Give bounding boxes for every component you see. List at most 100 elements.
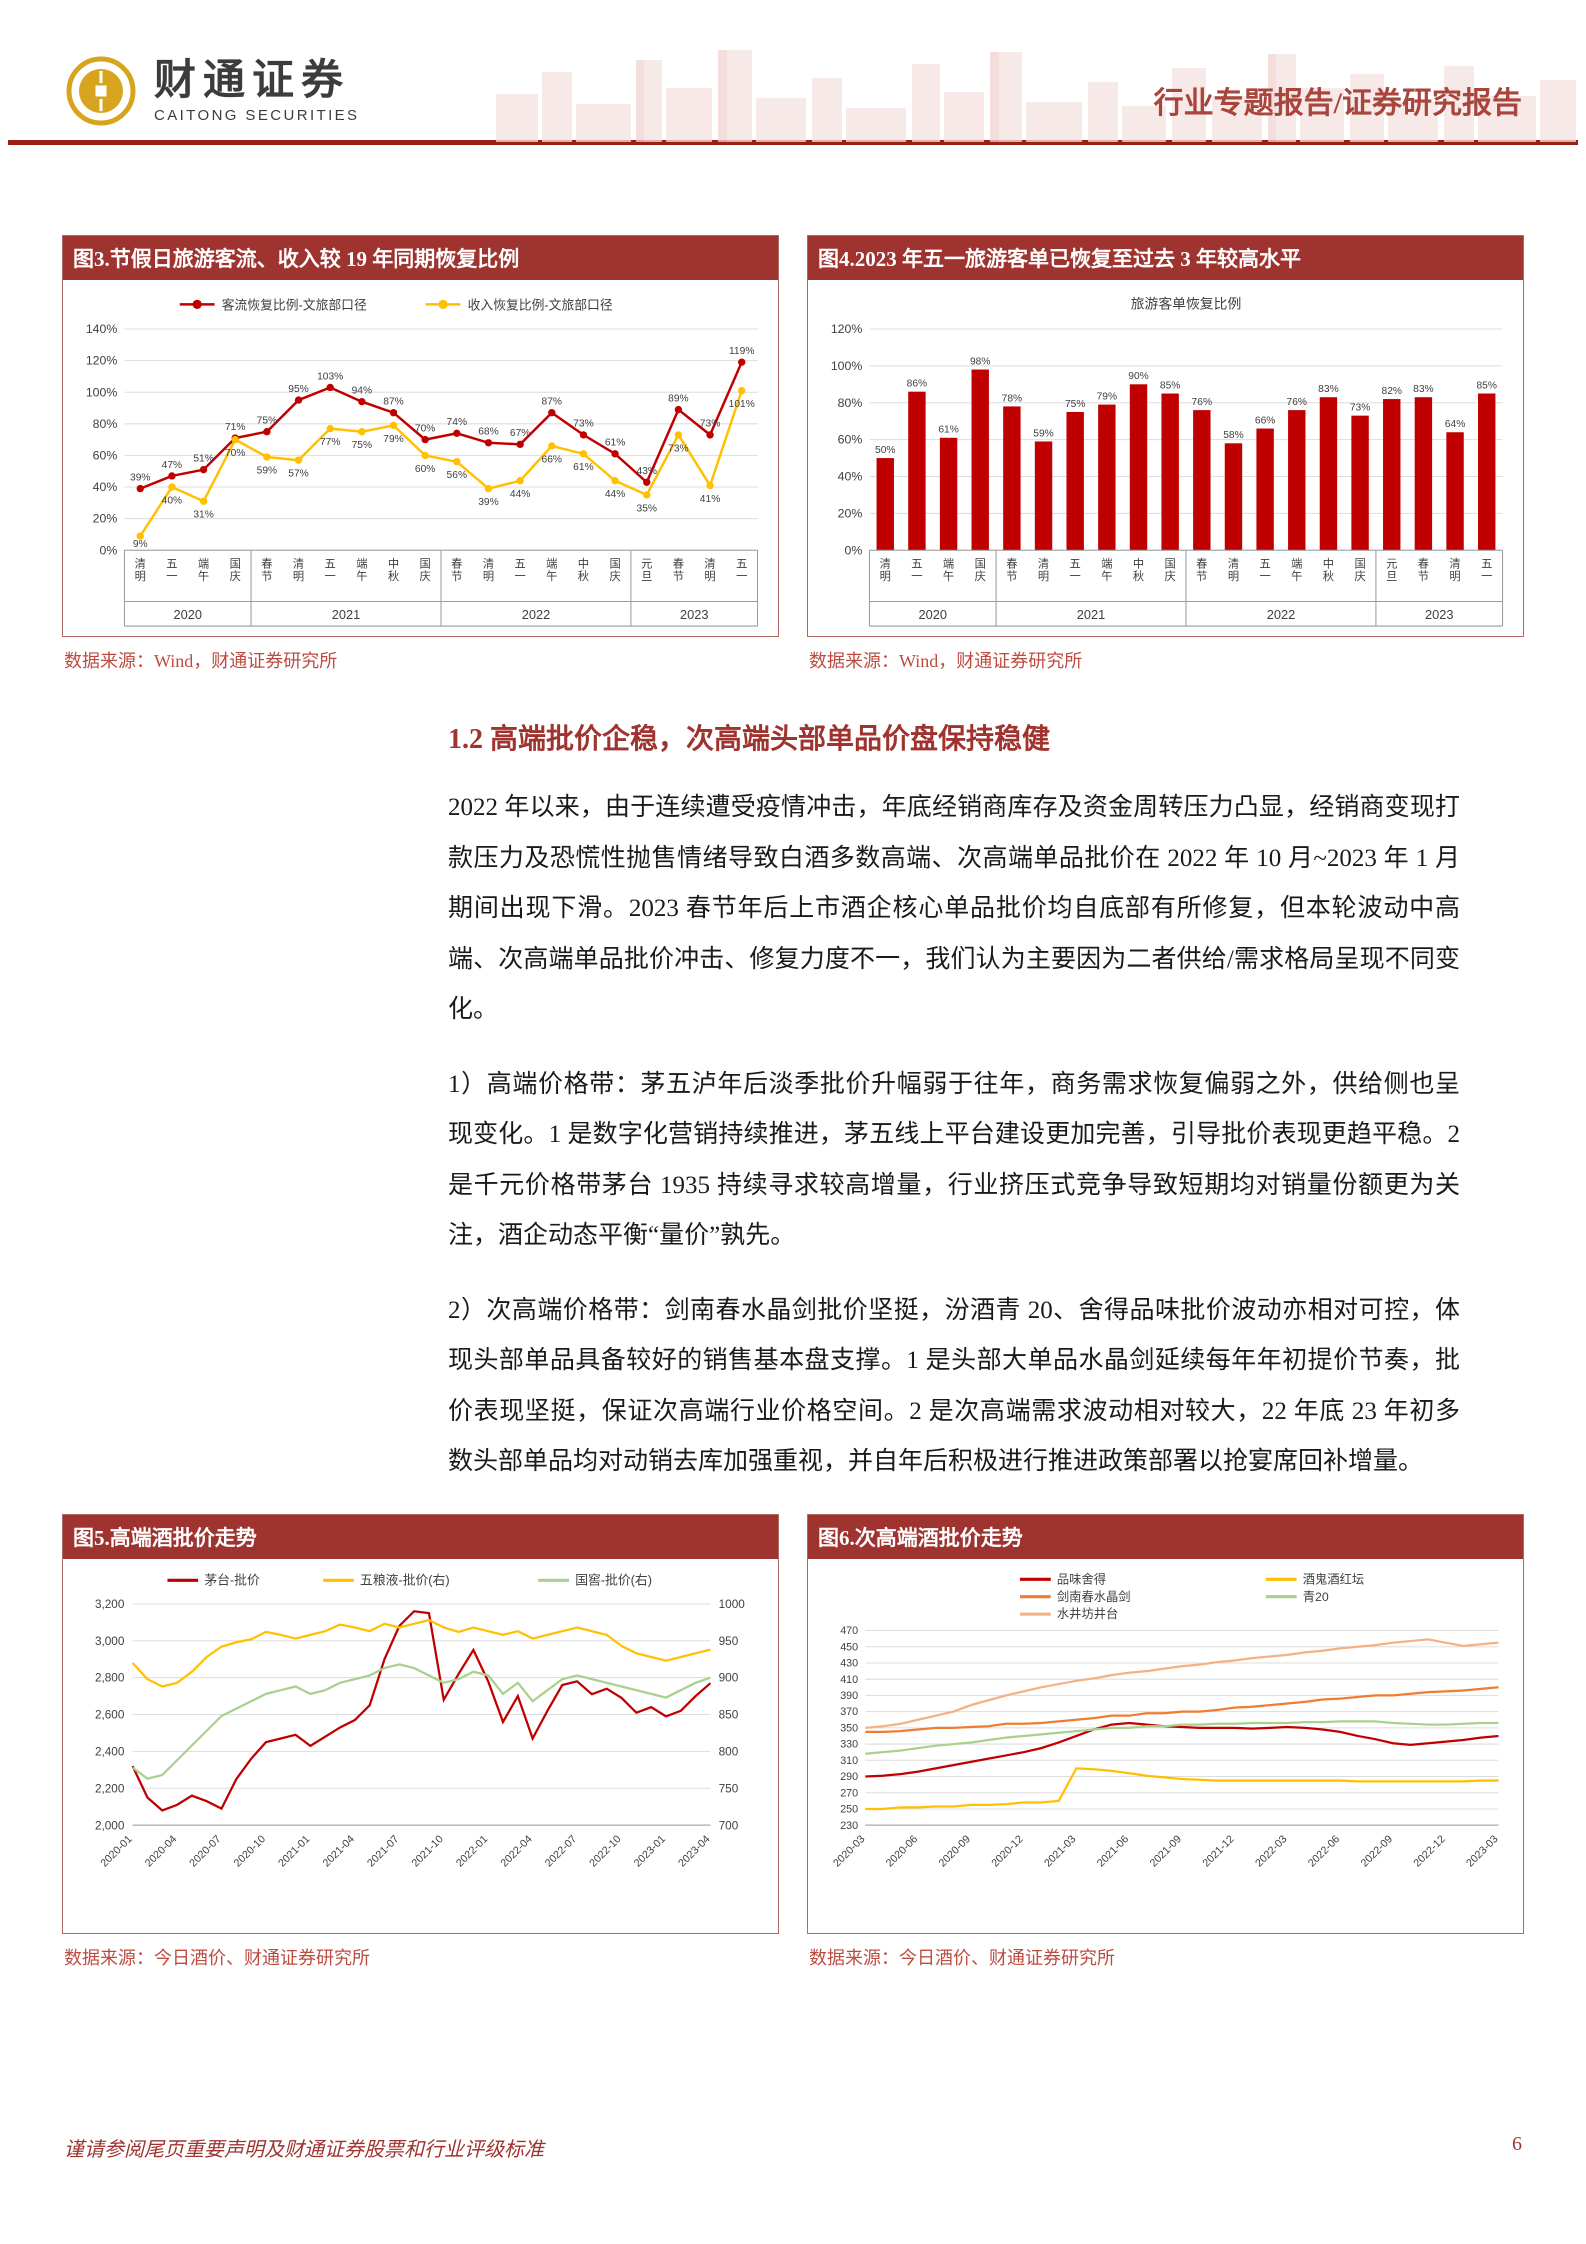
svg-text:79%: 79% (383, 434, 403, 445)
svg-text:73%: 73% (668, 443, 688, 454)
svg-text:83%: 83% (1318, 384, 1338, 395)
figure-4-source: 数据来源：Wind，财通证券研究所 (809, 651, 1083, 672)
svg-text:国庆: 国庆 (420, 558, 431, 583)
svg-text:98%: 98% (970, 356, 990, 367)
svg-text:44%: 44% (510, 489, 530, 500)
svg-text:国庆: 国庆 (1165, 558, 1176, 583)
svg-text:290: 290 (840, 1771, 858, 1783)
svg-text:2020-04: 2020-04 (143, 1833, 179, 1869)
svg-text:800: 800 (719, 1745, 739, 1758)
svg-text:68%: 68% (478, 427, 498, 438)
svg-text:五一: 五一 (514, 559, 525, 583)
svg-text:9%: 9% (133, 539, 148, 550)
svg-text:茅台-批价: 茅台-批价 (204, 1572, 260, 1587)
svg-text:60%: 60% (838, 433, 863, 447)
svg-text:2022-09: 2022-09 (1359, 1833, 1395, 1869)
svg-text:2022: 2022 (1267, 607, 1295, 622)
svg-text:端午: 端午 (356, 558, 367, 583)
svg-text:120%: 120% (831, 322, 862, 336)
svg-text:2022-04: 2022-04 (498, 1833, 534, 1869)
svg-text:清明: 清明 (1228, 558, 1239, 583)
figure-6-title: 图6.次高端酒批价走势 (808, 1514, 1523, 1559)
svg-text:41%: 41% (700, 494, 720, 505)
section-heading: 1.2 高端批价企稳，次高端头部单品价盘保持稳健 (448, 724, 1051, 756)
svg-text:370: 370 (840, 1706, 858, 1718)
brand-name-en: CAITONG SECURITIES (154, 107, 360, 125)
svg-text:国庆: 国庆 (609, 558, 620, 583)
svg-text:900: 900 (719, 1672, 739, 1685)
svg-text:950: 950 (719, 1635, 739, 1648)
svg-text:83%: 83% (1413, 384, 1433, 395)
svg-text:57%: 57% (288, 469, 308, 480)
figure-3-source: 数据来源：Wind，财通证券研究所 (64, 651, 338, 672)
svg-text:2021-03: 2021-03 (1042, 1833, 1078, 1869)
svg-text:清明: 清明 (1449, 558, 1460, 583)
svg-text:端午: 端午 (546, 558, 557, 583)
figure-6-box: 图6.次高端酒批价走势 230 250 270 290 310 330 350 370 390 4… (807, 1513, 1524, 1935)
svg-text:66%: 66% (542, 454, 562, 465)
svg-text:3,200: 3,200 (95, 1598, 125, 1611)
body-paragraph-3: 2）次高端价格带：剑南春水晶剑批价坚挺，汾酒青 20、舍得品味批价波动亦相对可控… (448, 1296, 1460, 1476)
svg-text:2021-07: 2021-07 (365, 1833, 401, 1869)
svg-text:旅游客单恢复比例: 旅游客单恢复比例 (1131, 295, 1242, 311)
svg-text:五一: 五一 (1481, 559, 1492, 583)
figure-6: 图6.次高端酒批价走势 230 250 270 290 310 330 350 370 390 4… (807, 1513, 1524, 1971)
svg-text:2,400: 2,400 (95, 1745, 125, 1758)
svg-text:410: 410 (840, 1674, 858, 1686)
svg-text:中秋: 中秋 (1323, 558, 1334, 583)
svg-text:2020-01: 2020-01 (98, 1833, 134, 1869)
figure-4: 图4.2023 年五一旅游客单已恢复至过去 3 年较高水平 0% 20% 40% 60… (807, 235, 1524, 673)
svg-text:140%: 140% (86, 322, 117, 336)
svg-text:310: 310 (840, 1755, 858, 1767)
svg-text:66%: 66% (1255, 415, 1275, 426)
svg-text:春节: 春节 (1006, 558, 1017, 583)
svg-text:清明: 清明 (483, 558, 494, 583)
svg-text:67%: 67% (510, 428, 530, 439)
svg-text:59%: 59% (257, 465, 277, 476)
body-paragraph-1: 2022 年以来，由于连续遭受疫情冲击，年底经销商库存及资金周转压力凸显，经销商… (448, 794, 1460, 1024)
svg-text:清明: 清明 (293, 558, 304, 583)
svg-text:61%: 61% (938, 425, 958, 436)
svg-text:春节: 春节 (1418, 558, 1429, 583)
brand-text: 财通证券 CAITONG SECURITIES (154, 57, 360, 125)
figure-6-chart: 230 250 270 290 310 330 350 370 390 410 430 450 470 品… (808, 1559, 1523, 1934)
svg-text:2023: 2023 (1425, 607, 1453, 622)
header-divider (8, 140, 1578, 145)
svg-text:90%: 90% (1128, 371, 1148, 382)
svg-text:2021-04: 2021-04 (321, 1833, 357, 1869)
svg-text:2020-03: 2020-03 (831, 1833, 867, 1869)
svg-text:0%: 0% (99, 543, 117, 557)
svg-text:2022-03: 2022-03 (1253, 1833, 1289, 1869)
svg-text:94%: 94% (352, 385, 372, 396)
svg-text:2022-07: 2022-07 (543, 1833, 579, 1869)
svg-text:2,600: 2,600 (95, 1708, 125, 1721)
svg-text:五一: 五一 (166, 559, 177, 583)
svg-text:35%: 35% (637, 503, 657, 514)
svg-text:端午: 端午 (943, 558, 954, 583)
svg-text:76%: 76% (1287, 397, 1307, 408)
page-footer: 谨请参阅尾页重要声明及财通证券股票和行业评级标准 6 (64, 2133, 1522, 2162)
svg-text:端午: 端午 (1101, 558, 1112, 583)
svg-text:清明: 清明 (135, 558, 146, 583)
svg-text:39%: 39% (478, 497, 498, 508)
figure-3-chart: 0% 20% 40% 60% 80% 100% 120% 140% 客流恢复比例-文旅部口径 收入… (63, 280, 778, 636)
svg-text:2,000: 2,000 (95, 1819, 125, 1832)
svg-text:43%: 43% (637, 466, 657, 477)
svg-text:70%: 70% (415, 423, 435, 434)
svg-text:350: 350 (840, 1722, 858, 1734)
svg-text:2020: 2020 (174, 607, 202, 622)
svg-text:75%: 75% (352, 440, 372, 451)
svg-text:50%: 50% (875, 445, 895, 456)
svg-text:330: 330 (840, 1738, 858, 1750)
svg-text:80%: 80% (838, 396, 863, 410)
figure-4-chart: 0% 20% 40% 60% 80% 100% 120% 旅游客单恢复比例 50% 86% 61% 9… (808, 280, 1523, 636)
svg-text:春节: 春节 (673, 558, 684, 583)
svg-text:250: 250 (840, 1803, 858, 1815)
svg-text:端午: 端午 (1291, 558, 1302, 583)
svg-text:0%: 0% (844, 543, 862, 557)
svg-text:五一: 五一 (911, 559, 922, 583)
svg-text:20%: 20% (838, 506, 863, 520)
svg-text:73%: 73% (700, 419, 720, 430)
svg-text:60%: 60% (415, 464, 435, 475)
svg-text:74%: 74% (447, 417, 467, 428)
